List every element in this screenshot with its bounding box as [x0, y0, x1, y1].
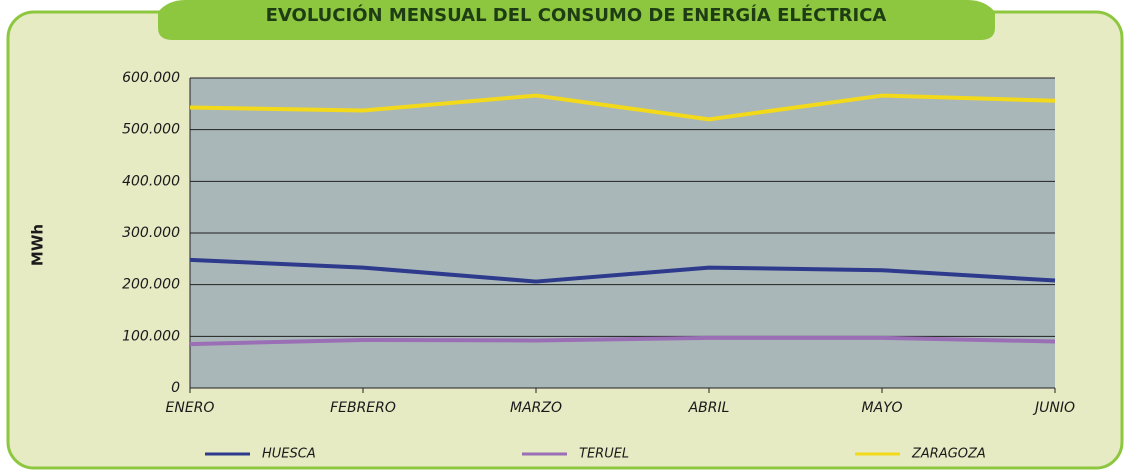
legend-label: TERUEL: [579, 447, 629, 462]
chart-title: EVOLUCIÓN MENSUAL DEL CONSUMO DE ENERGÍA…: [266, 4, 887, 26]
y-tick-label: 200.000: [122, 277, 180, 293]
y-axis-label: MWh: [29, 224, 47, 266]
y-tick-label: 400.000: [122, 173, 180, 189]
legend-label: HUESCA: [262, 447, 316, 462]
series-line: [189, 257, 1056, 284]
y-tick-label: 600.000: [122, 70, 180, 86]
series-line: [189, 93, 1056, 122]
x-tick-label: FEBRERO: [330, 400, 396, 416]
y-tick-label: 0: [171, 380, 180, 396]
x-tick-label: ENERO: [166, 400, 215, 416]
x-tick-label: ABRIL: [688, 400, 730, 416]
y-tick-label: 300.000: [122, 225, 180, 241]
x-tick-label: MAYO: [862, 400, 903, 416]
y-tick-label: 100.000: [122, 328, 180, 344]
title-tab: [158, 0, 995, 40]
series-line: [189, 335, 1056, 347]
x-tick-label: MARZO: [510, 400, 562, 416]
y-tick-label: 500.000: [122, 122, 180, 138]
legend-label: ZARAGOZA: [911, 447, 986, 462]
x-tick-label: JUNIO: [1032, 400, 1075, 416]
